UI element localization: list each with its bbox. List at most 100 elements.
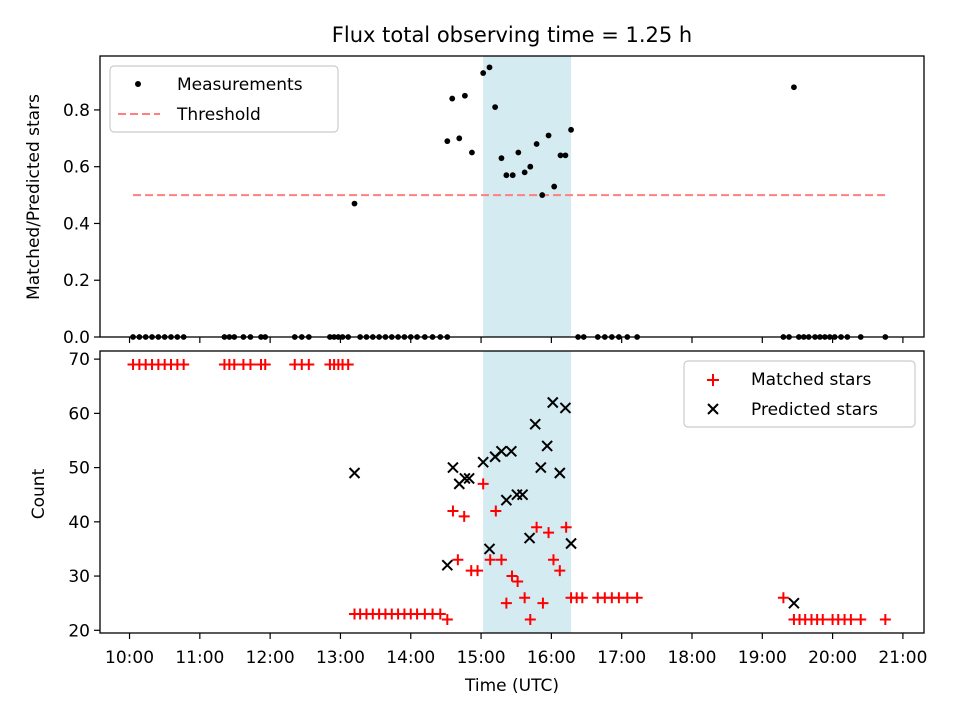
measurement-point: [521, 169, 528, 176]
measurement-point: [480, 70, 487, 76]
predicted-star-point: [441, 559, 454, 571]
predicted-star-point: [535, 461, 547, 474]
matched-star-point: [458, 510, 470, 522]
matched-star-point: [500, 597, 512, 609]
measurement-point: [486, 64, 493, 71]
matched-star-point: [484, 554, 496, 566]
measurement-point: [791, 84, 797, 91]
x-tick-label: 21:00: [878, 648, 927, 668]
measurement-point: [562, 152, 569, 159]
matched-star-point: [512, 575, 524, 587]
measurement-point: [469, 149, 475, 156]
x-tick-label: 15:00: [457, 648, 506, 668]
predicted-star-point: [447, 461, 459, 474]
legend-matched-marker: [707, 374, 719, 386]
y-tick-label: 0.8: [63, 101, 90, 121]
x-tick-label: 13:00: [316, 648, 365, 668]
y-tick-label: 0.2: [63, 271, 90, 291]
y-tick-label: 0.0: [63, 328, 90, 348]
measurement-point: [456, 135, 463, 142]
matched-star-point: [490, 505, 502, 517]
matched-star-point: [531, 521, 543, 533]
measurement-point: [351, 200, 358, 207]
matched-star-point: [845, 613, 857, 625]
matched-star-points: [127, 359, 891, 625]
measurement-point: [503, 172, 510, 179]
bottom-panel: 20 30 40 50 60 70 10:00 11:00 12:00 13:00 14:00 15…: [29, 350, 927, 696]
predicted-star-point: [559, 402, 572, 414]
predicted-star-point: [477, 456, 489, 468]
legend-measurements-label: Measurements: [177, 75, 303, 95]
legend-measurements-marker: [135, 81, 141, 87]
y-tick-label: 70: [68, 350, 90, 370]
measurement-point: [551, 183, 558, 190]
matched-star-point: [817, 613, 829, 625]
matched-star-point: [576, 592, 588, 604]
x-tick-label: 14:00: [386, 648, 435, 668]
measurement-point: [557, 152, 564, 159]
predicted-star-point: [523, 532, 536, 544]
bottom-x-axis: 10:00 11:00 12:00 13:00 14:00 15:00 16:00 17:00…: [105, 633, 927, 668]
matched-star-point: [543, 527, 555, 539]
predicted-star-point: [529, 418, 541, 430]
y-tick-label: 30: [68, 567, 90, 587]
measurement-point: [545, 132, 552, 139]
legend-threshold-label: Threshold: [176, 105, 261, 125]
y-tick-label: 0.6: [63, 158, 90, 178]
x-tick-label: 16:00: [527, 648, 576, 668]
top-y-axis-label: Matched/Predicted stars: [24, 94, 44, 300]
matched-star-point: [452, 554, 464, 566]
predicted-star-point: [554, 467, 566, 479]
matched-star-point: [441, 613, 453, 625]
x-tick-label: 17:00: [597, 648, 646, 668]
measurement-point: [568, 126, 574, 133]
x-tick-label: 20:00: [808, 648, 857, 668]
matched-star-point: [244, 359, 256, 371]
predicted-star-point: [459, 472, 471, 485]
bottom-y-axis: 20 30 40 50 60 70: [68, 350, 100, 641]
top-y-axis: 0.0 0.2 0.4 0.6 0.8: [63, 101, 100, 348]
measurement-point: [533, 141, 540, 147]
predicted-star-point: [500, 494, 513, 506]
measurement-point: [527, 163, 534, 170]
matched-star-point: [495, 554, 507, 566]
x-tick-label: 10:00: [105, 648, 154, 668]
bottom-legend: Matched stars Predicted stars: [683, 360, 916, 428]
matched-star-point: [342, 359, 354, 371]
matched-star-point: [524, 613, 536, 625]
measurement-point: [461, 92, 468, 99]
predicted-star-point: [348, 467, 361, 479]
predicted-star-point: [788, 597, 800, 609]
top-panel: 0.00.20.40.60.8 Matched/Predicted stars …: [24, 55, 925, 348]
measurement-point: [449, 95, 456, 102]
predicted-star-point: [495, 445, 508, 458]
measurement-point: [492, 104, 499, 110]
matched-star-point: [560, 521, 572, 533]
predicted-star-point: [547, 396, 559, 409]
matched-star-point: [506, 570, 518, 582]
measurement-point: [509, 172, 516, 179]
y-tick-label: 0.4: [63, 214, 90, 234]
predicted-star-point: [541, 440, 553, 452]
legend-predicted-marker: [707, 403, 719, 415]
matched-star-point: [554, 565, 566, 577]
top-legend: Measurements Threshold: [109, 65, 339, 133]
matched-star-point: [547, 554, 559, 566]
measurement-point: [539, 192, 546, 198]
top-highlight-span: [483, 56, 572, 337]
matched-star-point: [631, 592, 643, 604]
matched-star-point: [303, 359, 315, 371]
matched-star-point: [879, 613, 891, 625]
bottom-highlight-span: [483, 351, 572, 633]
predicted-star-points: [348, 396, 800, 609]
predicted-star-point: [483, 543, 496, 555]
legend-matched-label: Matched stars: [751, 370, 871, 390]
y-tick-label: 60: [68, 404, 90, 424]
x-tick-label: 19:00: [738, 648, 787, 668]
measurement-point: [444, 138, 451, 145]
matched-star-point: [447, 505, 459, 517]
matched-star-point: [537, 597, 549, 609]
measurement-point: [498, 155, 505, 162]
top-x-ticks: [128, 337, 904, 343]
top-legend-box: [109, 65, 339, 133]
